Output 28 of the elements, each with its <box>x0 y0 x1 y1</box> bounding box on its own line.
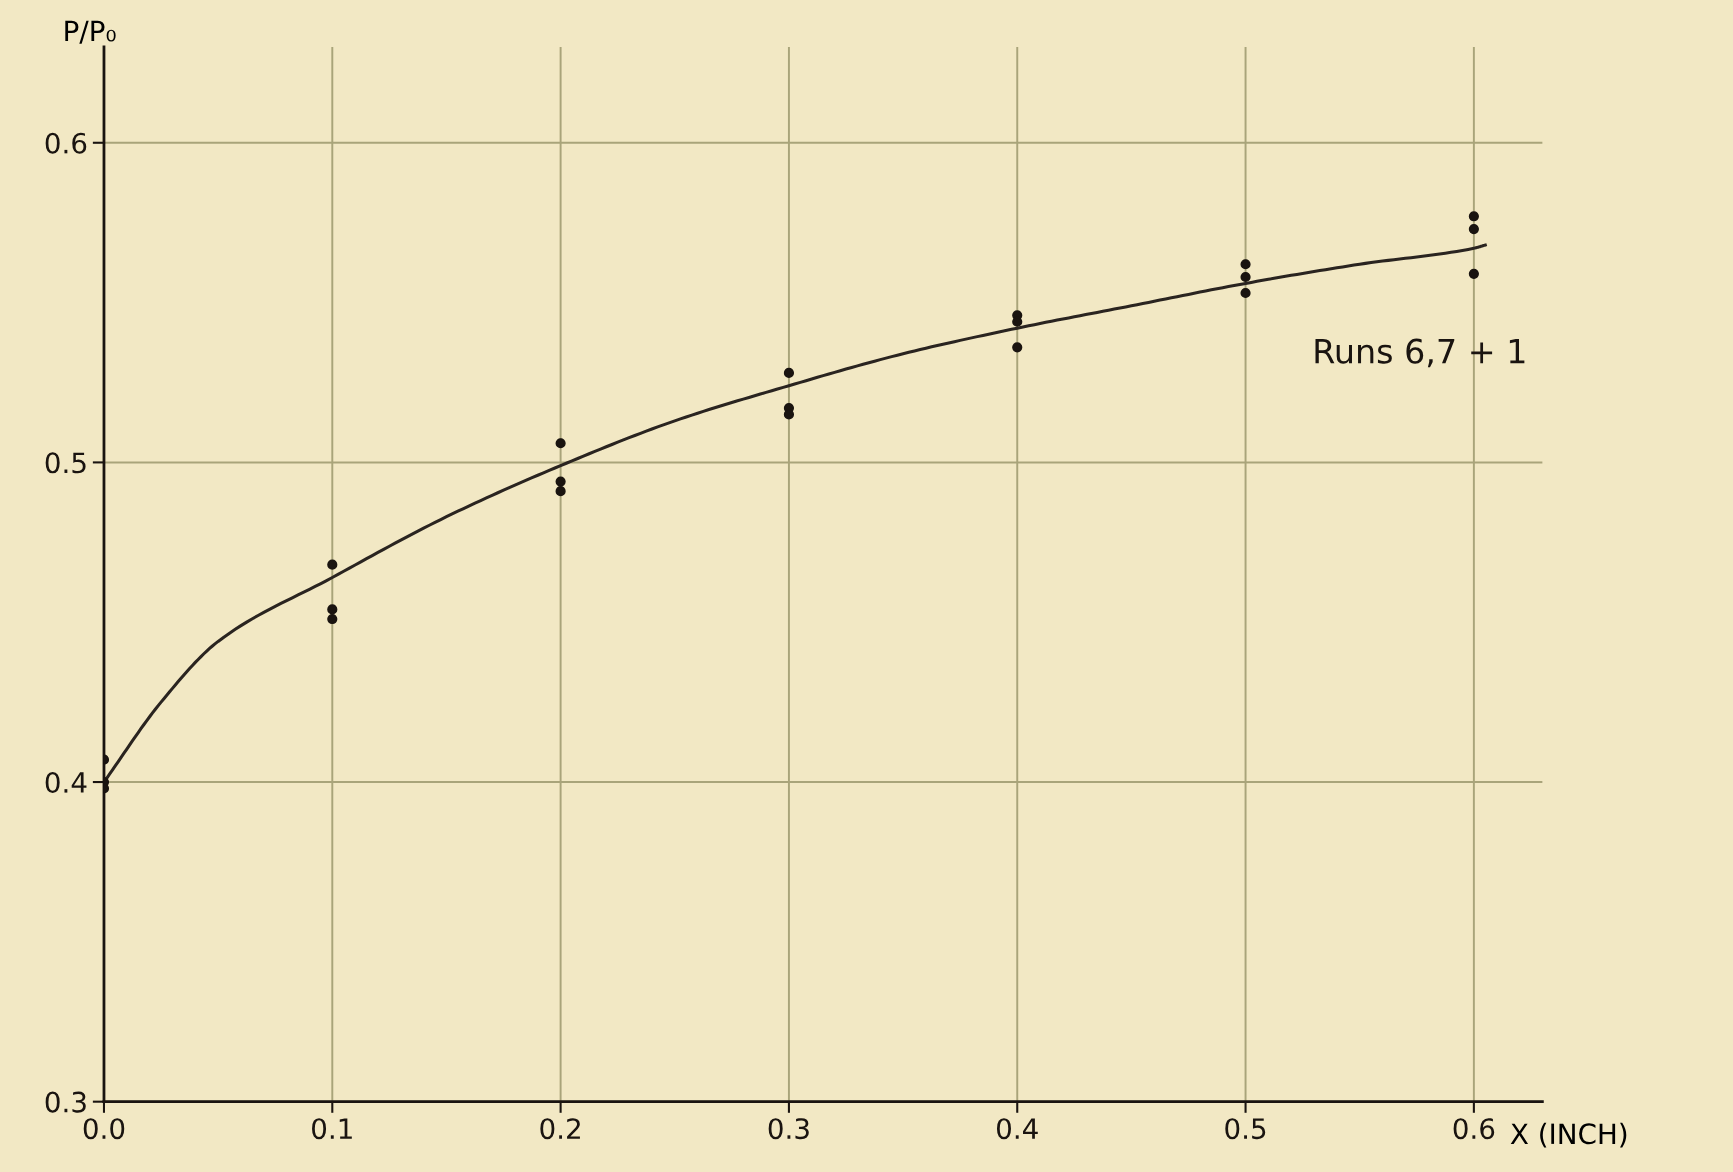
point <box>555 476 566 487</box>
y-axis-title: P/P₀ <box>65 20 116 44</box>
x-axis-title: X (INCH) <box>1510 1122 1627 1148</box>
y-tick-label: 0.4 <box>45 771 87 793</box>
point <box>327 604 338 615</box>
point <box>1240 259 1251 270</box>
point <box>555 486 566 497</box>
annotation: Runs 6,7 + 1 <box>1315 338 1525 368</box>
point <box>1240 271 1251 283</box>
point <box>555 438 566 449</box>
y-tick-label: 0.3 <box>45 1091 86 1113</box>
x-tick-label: 0.1 <box>312 1118 352 1140</box>
point <box>783 367 795 378</box>
point <box>327 559 338 570</box>
point <box>1240 287 1251 299</box>
point <box>1468 268 1479 279</box>
y-tick-label: 0.6 <box>45 132 87 154</box>
x-tick-label: 0.2 <box>540 1118 580 1140</box>
point <box>1468 223 1479 235</box>
point <box>1468 211 1479 222</box>
x-tick-label: 0.6 <box>1453 1118 1495 1140</box>
x-tick-label: 0.5 <box>1225 1118 1266 1140</box>
x-tick-label: 0.4 <box>996 1118 1038 1140</box>
x-tick-label: 0.0 <box>83 1118 125 1140</box>
point <box>1012 342 1023 353</box>
x-tick-label: 0.3 <box>768 1118 809 1140</box>
point <box>327 613 338 625</box>
y-tick-label: 0.5 <box>45 452 86 474</box>
